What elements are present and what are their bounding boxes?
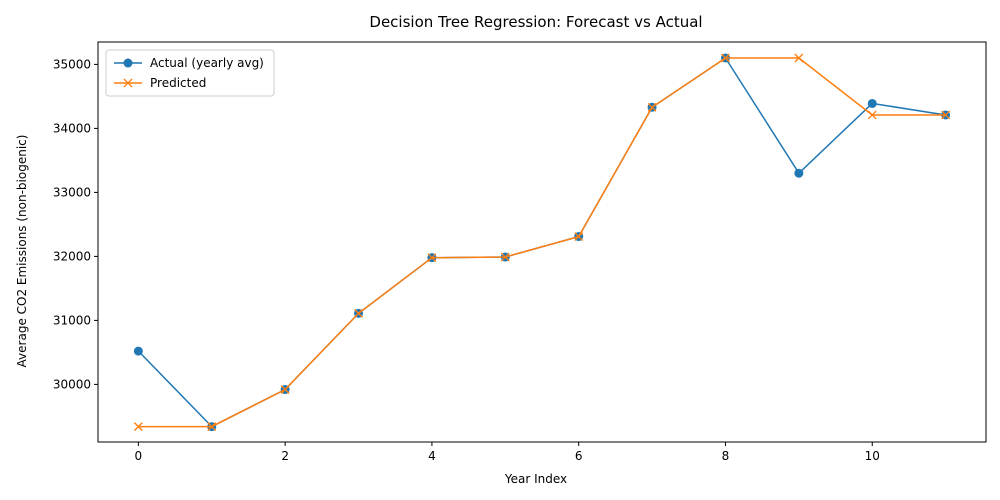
y-tick-label: 35000 (53, 57, 91, 71)
plot-area (97, 41, 987, 443)
data-point (647, 102, 657, 112)
data-point (354, 308, 363, 318)
legend-entry: Actual (yearly avg) (114, 56, 264, 70)
x-tick-label: 10 (865, 449, 880, 463)
x-axis-ticks: 0 2 4 6 8 10 (135, 442, 880, 463)
data-point (427, 253, 437, 263)
series-line (138, 57, 946, 428)
legend-marker (123, 58, 133, 68)
data-point (280, 385, 290, 394)
data-point (794, 53, 804, 63)
legend: Actual (yearly avg) Predicted (105, 49, 275, 97)
y-tick-label: 34000 (53, 121, 91, 135)
x-tick-label: 0 (135, 449, 143, 463)
y-tick-label: 33000 (53, 185, 91, 199)
data-point (867, 110, 877, 120)
x-tick-label: 8 (722, 449, 730, 463)
legend-entry: Predicted (114, 76, 206, 90)
legend-label: Actual (yearly avg) (150, 56, 264, 70)
plot-frame (97, 41, 987, 443)
data-point (207, 422, 217, 432)
x-tick-label: 6 (575, 449, 583, 463)
data-point (941, 110, 951, 120)
series-predicted (133, 53, 951, 432)
x-tick-label: 4 (428, 449, 436, 463)
data-point (574, 232, 584, 242)
series-layer (133, 53, 951, 432)
data-point (500, 252, 510, 262)
y-tick-label: 31000 (53, 313, 91, 327)
legend-box (105, 49, 275, 97)
y-axis-label: Average CO2 Emissions (non-biogenic) (15, 135, 29, 368)
data-point (867, 98, 877, 108)
data-point (133, 422, 143, 432)
data-point (721, 53, 730, 63)
y-tick-label: 32000 (53, 249, 91, 263)
x-tick-label: 2 (281, 449, 289, 463)
y-axis-ticks: 30000 31000 32000 33000 34000 35000 (53, 57, 98, 391)
legend-label: Predicted (150, 76, 206, 90)
y-tick-label: 30000 (53, 377, 91, 391)
x-axis-label: Year Index (504, 472, 567, 486)
legend-marker (123, 78, 133, 88)
data-point (794, 168, 804, 178)
chart-title: Decision Tree Regression: Forecast vs Ac… (369, 13, 702, 31)
data-point (133, 346, 143, 356)
